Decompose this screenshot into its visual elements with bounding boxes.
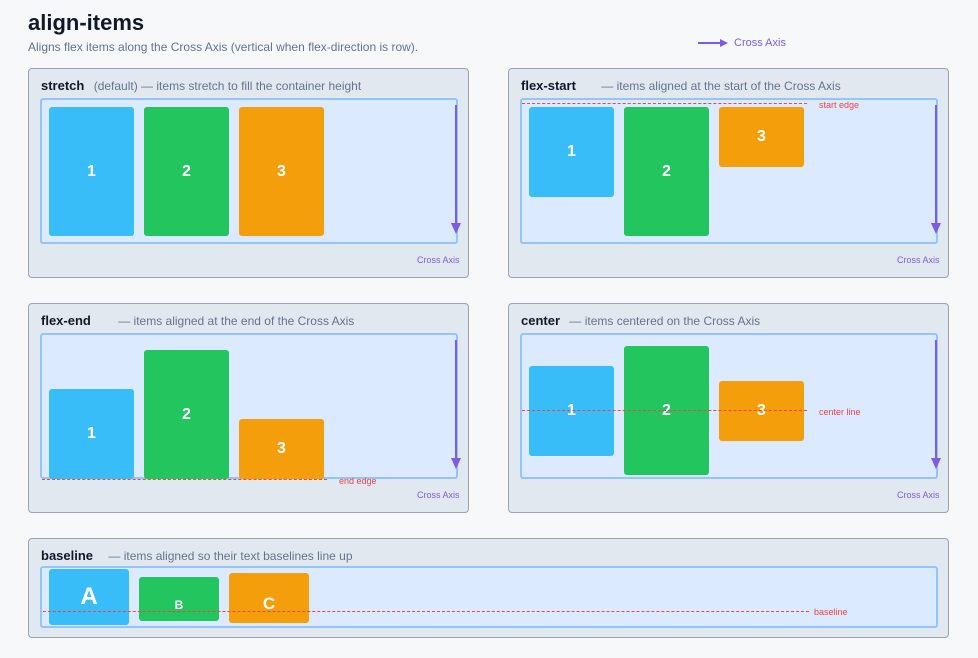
center-line-label: center line [819,407,861,417]
cross-axis-label: Cross Axis [897,490,940,500]
flex-item-3: 3 [719,107,804,167]
baseline-label: baseline [814,607,848,617]
cross-axis-label: Cross Axis [417,255,460,265]
panel-header: flex-start — items aligned at the start … [521,78,841,93]
flex-item-1: 1 [529,366,614,456]
flex-container: 1 2 3 [40,98,458,244]
flex-item-3: 3 [719,381,804,441]
cross-axis-label: Cross Axis [897,255,940,265]
flex-item-3: 3 [239,107,324,236]
panel-description: — items aligned so their text baselines … [108,549,353,563]
legend: Cross Axis [698,37,786,49]
panel-flex-start: flex-start — items aligned at the start … [508,68,949,278]
panel-center: center — items centered on the Cross Axi… [508,303,949,513]
flex-item-2: 2 [624,107,709,236]
panel-description: — items aligned at the end of the Cross … [118,314,355,328]
flex-item-c: C [229,573,309,623]
panel-header: center — items centered on the Cross Axi… [521,313,760,328]
flex-container: 1 2 3 [520,333,938,479]
flex-item-b: B [139,577,219,621]
flex-container: 1 2 3 [40,333,458,479]
center-line-guide [522,410,807,411]
panel-name: flex-start [521,78,576,93]
cross-axis-arrow-icon [451,105,461,234]
cross-axis-arrow-icon [931,340,941,469]
cross-axis-arrow-icon [451,340,461,469]
panel-header: baseline — items aligned so their text b… [41,548,353,563]
legend-label: Cross Axis [734,37,786,49]
flex-container: 1 2 3 [520,98,938,244]
panel-name: center [521,313,561,328]
flex-item-1: 1 [49,389,134,479]
flex-item-2: 2 [144,350,229,479]
flex-item-2: 2 [144,107,229,236]
page-title: align-items [28,10,145,35]
start-edge-label: start edge [819,100,860,110]
start-edge-guide [522,103,807,104]
flex-item-1: 1 [49,107,134,236]
baseline-guide [43,611,809,612]
end-edge-label: end edge [339,476,377,486]
panel-description: — items aligned at the start of the Cros… [601,79,841,93]
panel-description: — items centered on the Cross Axis [569,314,761,328]
panel-flex-end: flex-end — items aligned at the end of t… [28,303,469,513]
flex-item-3: 3 [239,419,324,479]
flex-item-1: 1 [529,107,614,197]
panel-description: (default) — items stretch to fill the co… [93,79,362,93]
panel-stretch: stretch (default) — items stretch to fil… [28,68,469,278]
flex-container: A B C [40,566,938,628]
flex-item-a: A [49,569,129,625]
panel-name: baseline [41,548,94,563]
end-edge-guide [42,479,327,480]
cross-axis-legend-arrow-icon [698,39,728,47]
panel-header: stretch (default) — items stretch to fil… [41,78,361,93]
cross-axis-label: Cross Axis [417,490,460,500]
page-subtitle: Aligns flex items along the Cross Axis (… [28,40,419,54]
panel-baseline: baseline — items aligned so their text b… [28,538,949,638]
panel-name: stretch [41,78,85,93]
panel-header: flex-end — items aligned at the end of t… [41,313,354,328]
panel-name: flex-end [41,313,91,328]
cross-axis-arrow-icon [931,105,941,234]
